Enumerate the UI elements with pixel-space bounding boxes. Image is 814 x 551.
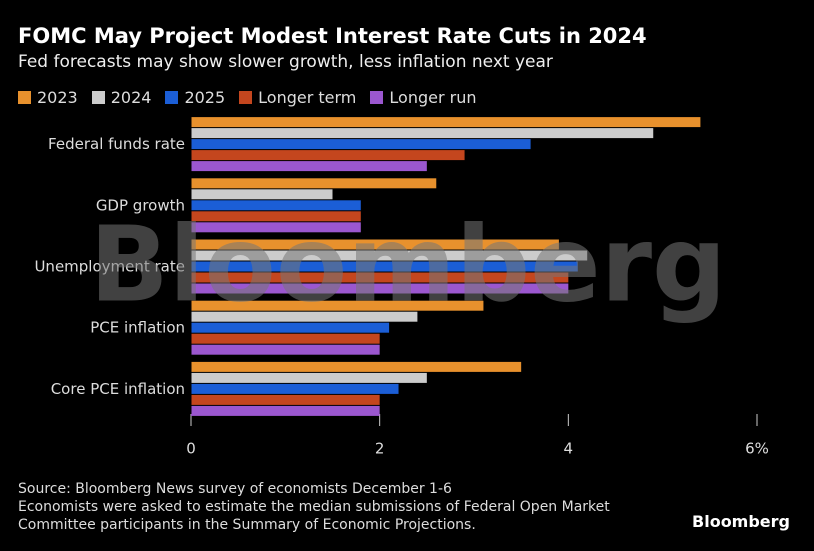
legend-label: Longer run xyxy=(389,88,477,107)
source: Source: Bloomberg News survey of economi… xyxy=(18,481,452,497)
y-tick-label: Federal funds rate xyxy=(48,135,185,153)
bar xyxy=(191,283,569,294)
bar xyxy=(191,383,399,394)
bar xyxy=(191,139,531,150)
bar xyxy=(191,200,361,211)
bar xyxy=(191,189,333,200)
bar xyxy=(191,128,654,139)
bar xyxy=(191,272,569,283)
bar xyxy=(191,333,380,344)
y-tick-label: Core PCE inflation xyxy=(51,380,185,398)
bar xyxy=(191,344,380,355)
legend: 2023 2024 2025 Longer term Longer run xyxy=(18,88,476,107)
note: Economists were asked to estimate the me… xyxy=(18,499,610,533)
y-tick-label: Unemployment rate xyxy=(34,258,185,276)
bar xyxy=(191,361,522,372)
watermark: Bloomberg xyxy=(90,203,727,325)
bar xyxy=(191,117,701,128)
bar xyxy=(191,250,588,261)
bar xyxy=(191,394,380,405)
chart-title: FOMC May Project Modest Interest Rate Cu… xyxy=(18,24,647,48)
bar xyxy=(191,239,559,250)
x-tick-label: 0 xyxy=(186,440,196,458)
bar xyxy=(191,211,361,222)
bar xyxy=(191,311,418,322)
legend-item: 2024 xyxy=(91,88,152,107)
y-tick-label: GDP growth xyxy=(96,196,185,214)
legend-swatch xyxy=(370,91,384,104)
x-tick-label: 6% xyxy=(745,440,769,458)
x-tick-label: 2 xyxy=(375,440,385,458)
bar xyxy=(191,150,465,161)
chart-subtitle: Fed forecasts may show slower growth, le… xyxy=(18,52,553,72)
bar xyxy=(191,300,484,311)
legend-label: Longer term xyxy=(258,88,357,107)
legend-label: 2024 xyxy=(110,88,152,107)
bar xyxy=(191,261,578,272)
legend-item: Longer term xyxy=(239,88,356,107)
legend-swatch xyxy=(91,91,105,104)
legend-item: 2025 xyxy=(165,88,225,107)
x-tick-label: 4 xyxy=(564,440,574,458)
bar xyxy=(191,405,380,416)
footnote: Source: Bloomberg News survey of economi… xyxy=(18,480,628,534)
legend-swatch xyxy=(18,91,31,104)
bar xyxy=(191,161,427,172)
legend-label: 2023 xyxy=(37,88,78,107)
bar xyxy=(191,372,427,383)
y-tick-label: PCE inflation xyxy=(90,319,185,337)
legend-item: 2023 xyxy=(18,88,78,107)
legend-swatch xyxy=(239,91,253,104)
legend-item: Longer run xyxy=(370,88,476,107)
legend-swatch xyxy=(165,91,179,104)
logo: Bloomberg xyxy=(692,512,790,531)
legend-label: 2025 xyxy=(184,88,226,107)
bar xyxy=(191,222,361,233)
bar xyxy=(191,322,390,333)
bar xyxy=(191,178,437,189)
